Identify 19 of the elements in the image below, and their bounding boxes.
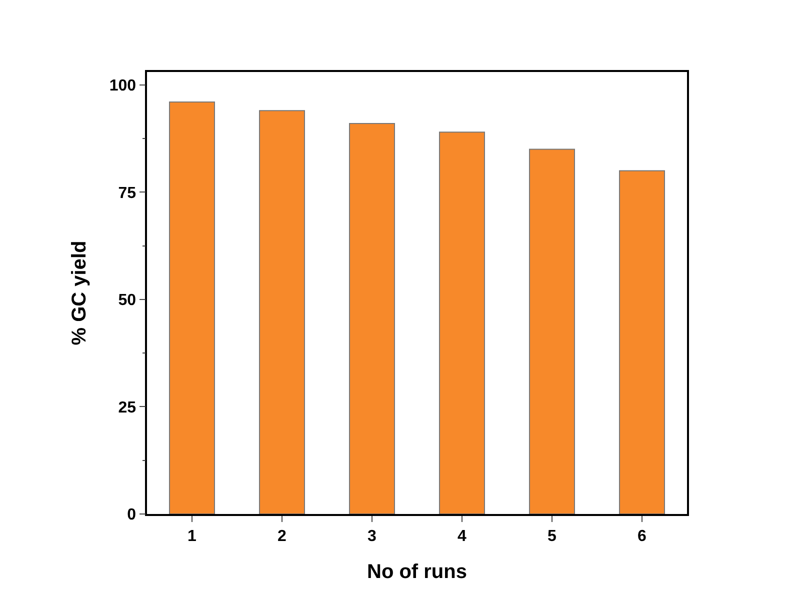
x-axis-title: No of runs [367, 560, 467, 583]
bar [439, 132, 485, 514]
x-tick-label: 6 [638, 528, 647, 545]
y-axis-title: % GC yield [68, 240, 90, 346]
x-tick-label: 4 [458, 528, 467, 545]
x-tick-label: 3 [368, 528, 377, 545]
x-tick-label: 1 [188, 528, 197, 545]
bar [259, 110, 305, 514]
y-tick-label: 50 [118, 292, 136, 310]
bar [349, 123, 395, 514]
x-tick-label: 5 [548, 528, 557, 545]
x-tick-label: 2 [278, 528, 287, 545]
y-tick-label: 0 [127, 506, 136, 524]
bar [619, 170, 665, 514]
bar [529, 148, 575, 514]
y-tick-label: 100 [109, 77, 136, 94]
y-tick-label: 25 [118, 399, 136, 416]
y-tick-label: 75 [118, 184, 136, 202]
bar [169, 102, 215, 514]
